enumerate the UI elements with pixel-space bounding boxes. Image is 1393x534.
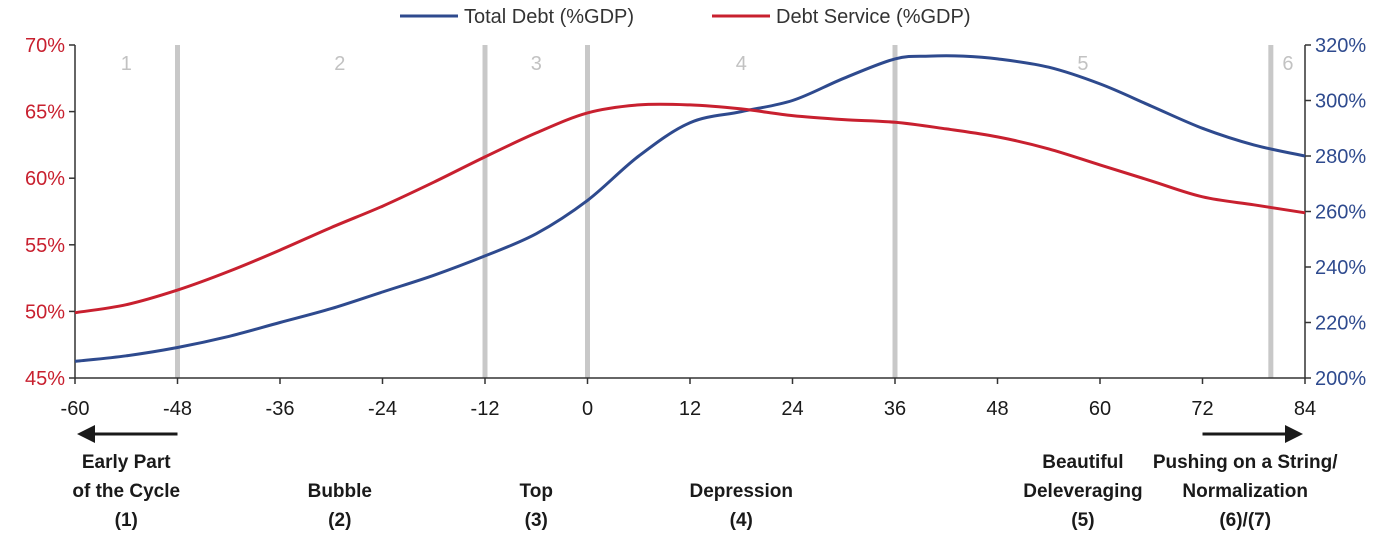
- right-y-tick-label: 300%: [1315, 91, 1366, 113]
- direction-arrows: [77, 425, 1303, 443]
- stage-label-line: Depression: [690, 481, 793, 502]
- stage-label-line: Top: [520, 481, 553, 502]
- right-y-tick-label: 220%: [1315, 313, 1366, 335]
- phase-number-label: 6: [1282, 53, 1293, 75]
- stage-label-line: Pushing on a String/: [1153, 452, 1338, 473]
- phase-number-label: 2: [334, 53, 345, 75]
- stage-label-line: (2): [328, 510, 351, 531]
- right-y-tick-label: 280%: [1315, 146, 1366, 168]
- legend: Total Debt (%GDP) Debt Service (%GDP): [400, 6, 971, 28]
- stage-label-line: Bubble: [308, 481, 372, 502]
- x-tick-label: 48: [986, 398, 1008, 420]
- x-tick-label: 12: [679, 398, 701, 420]
- arrow-head-right: [1285, 425, 1303, 443]
- series-lines: [74, 54, 1306, 363]
- stage-label-line: (4): [730, 510, 753, 531]
- phase-number-label: 4: [736, 53, 747, 75]
- left-y-tick-label: 65%: [25, 102, 65, 124]
- x-tick-label: 60: [1089, 398, 1111, 420]
- phase-number-label: 1: [121, 53, 132, 75]
- legend-label-debt-service: Debt Service (%GDP): [776, 6, 971, 28]
- left-y-tick-label: 60%: [25, 168, 65, 190]
- stage-label-line: of the Cycle: [72, 481, 180, 502]
- x-tick-label: 36: [884, 398, 906, 420]
- x-tick-label: -36: [266, 398, 295, 420]
- x-tick-label: -24: [368, 398, 397, 420]
- debt-service-line: [74, 102, 1306, 315]
- stage-label-line: (6)/(7): [1219, 510, 1271, 531]
- arrow-head-left: [77, 425, 95, 443]
- phase-boundaries: [175, 45, 1274, 378]
- x-tick-label: -60: [61, 398, 90, 420]
- stage-label-line: (3): [525, 510, 548, 531]
- phase-numbers: 1 2 3 4 5 6: [121, 53, 1294, 75]
- x-tick-label: -12: [471, 398, 500, 420]
- stage-label-line: Deleveraging: [1023, 481, 1142, 502]
- x-tick-label: -48: [163, 398, 192, 420]
- total-debt-line: [74, 54, 1306, 363]
- left-y-tick-label: 45%: [25, 368, 65, 390]
- x-tick-label: 0: [582, 398, 593, 420]
- right-y-tick-label: 240%: [1315, 257, 1366, 279]
- x-tick-label: 72: [1191, 398, 1213, 420]
- left-y-tick-label: 50%: [25, 301, 65, 323]
- phase-number-label: 5: [1077, 53, 1088, 75]
- stage-label-line: Beautiful: [1042, 452, 1123, 473]
- x-tick-label: 24: [781, 398, 803, 420]
- right-y-tick-label: 260%: [1315, 202, 1366, 224]
- right-y-tick-label: 320%: [1315, 35, 1366, 57]
- left-y-tick-label: 55%: [25, 235, 65, 257]
- stage-label-line: (1): [115, 510, 138, 531]
- right-y-tick-label: 200%: [1315, 368, 1366, 390]
- legend-label-total-debt: Total Debt (%GDP): [464, 6, 634, 28]
- axes: 45%50%55%60%65%70%200%220%240%260%280%30…: [25, 35, 1366, 420]
- x-tick-label: 84: [1294, 398, 1316, 420]
- stage-label-line: Early Part: [82, 452, 171, 473]
- stage-label-line: Normalization: [1182, 481, 1308, 502]
- phase-number-label: 3: [531, 53, 542, 75]
- left-y-tick-label: 70%: [25, 35, 65, 57]
- stage-label-line: (5): [1071, 510, 1094, 531]
- stage-labels: Early Part of the Cycle (1) Bubble (2) Top (3)…: [72, 452, 1338, 531]
